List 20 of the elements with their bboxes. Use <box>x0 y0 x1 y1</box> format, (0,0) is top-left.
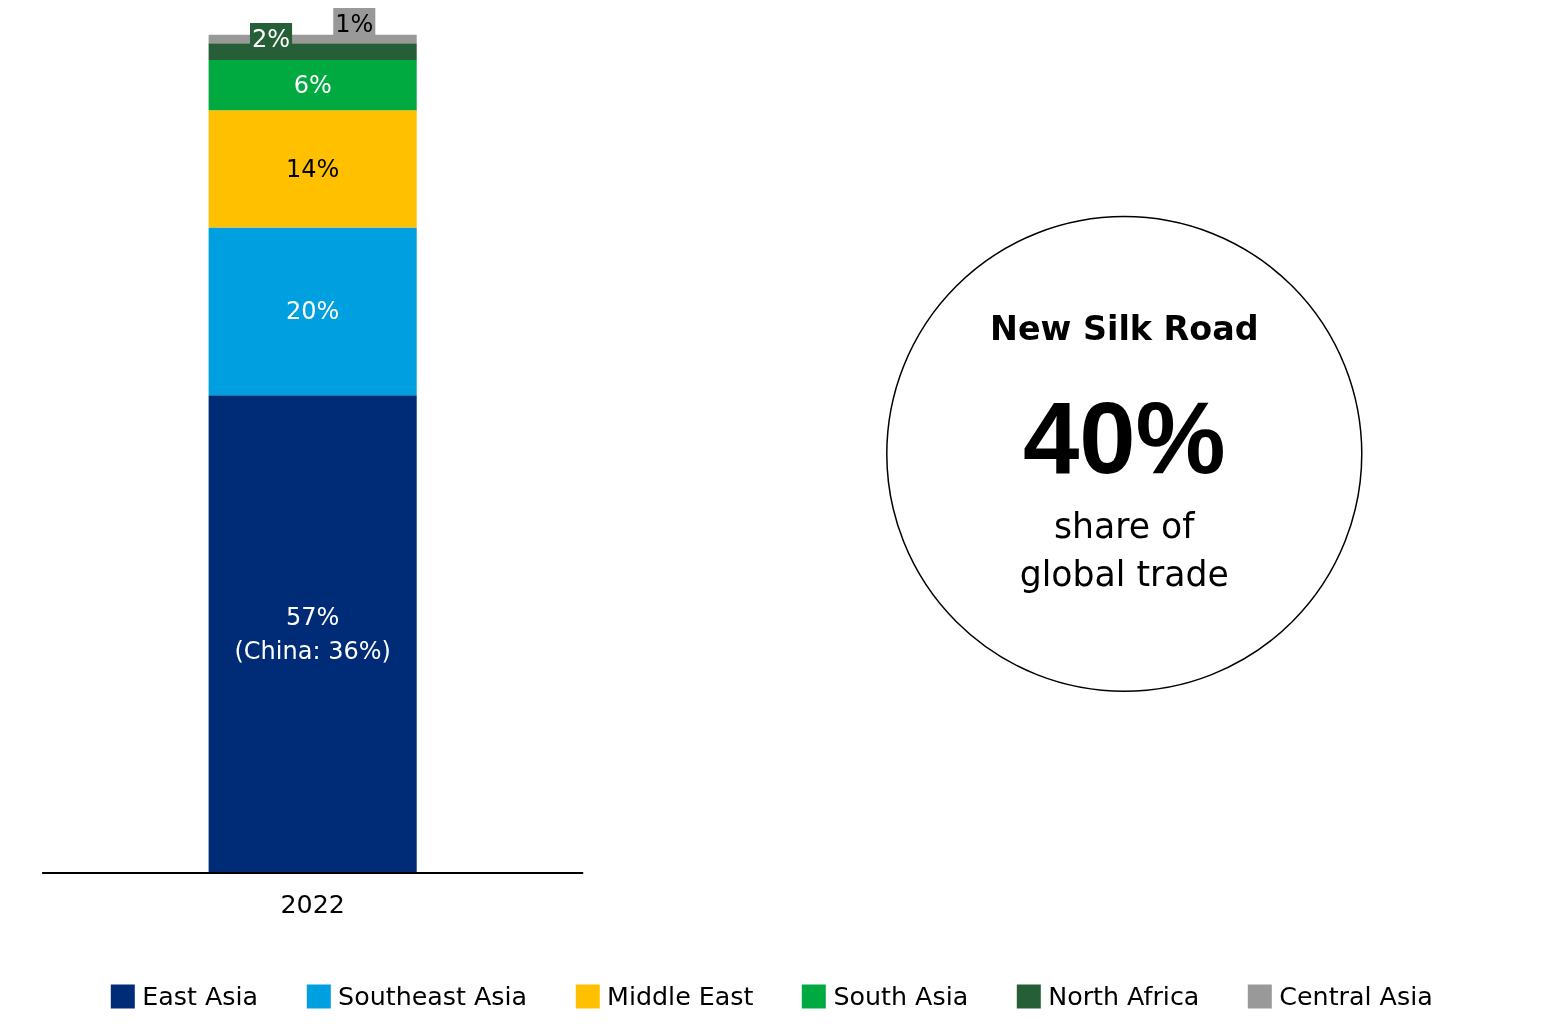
text: 40% <box>1022 380 1226 494</box>
data-label: 2% <box>252 25 291 54</box>
bar <box>208 227 417 396</box>
data-label: 6% <box>293 71 332 100</box>
data-label: 1% <box>335 9 374 38</box>
x-tick-label: 2022 <box>280 889 345 920</box>
legend-label: Middle East <box>607 981 754 1011</box>
legend-label: North Africa <box>1048 981 1200 1011</box>
legend-label: South Asia <box>833 981 969 1011</box>
bar <box>208 59 417 111</box>
bar <box>208 395 417 874</box>
data-label: 20% <box>285 297 340 326</box>
text: New Silk Road <box>990 308 1259 348</box>
bar <box>208 110 417 228</box>
data-label: 57% (China: 36%) <box>234 603 391 665</box>
text: share of global trade <box>1019 506 1229 595</box>
legend-label: Southeast Asia <box>338 981 528 1011</box>
legend-label: East Asia <box>142 981 259 1011</box>
legend-label: Central Asia <box>1279 981 1433 1011</box>
data-label: 14% <box>285 154 340 183</box>
